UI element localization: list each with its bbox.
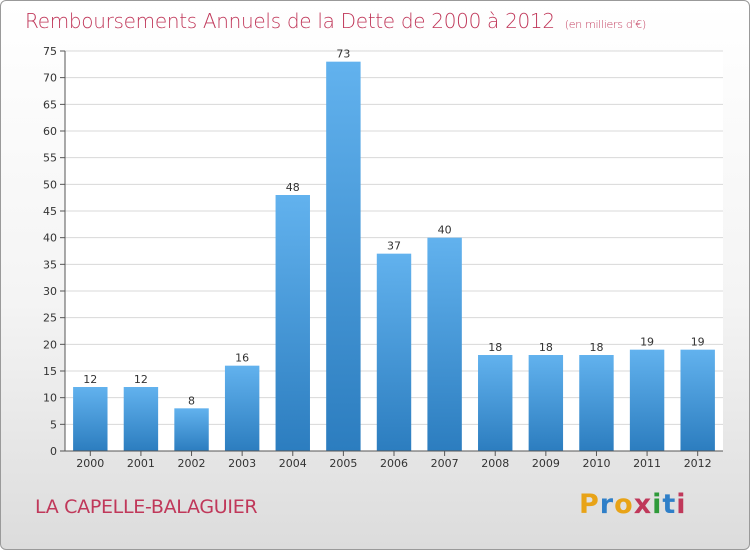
bar xyxy=(629,349,665,451)
logo-letter: i xyxy=(676,489,687,520)
y-tick-label: 40 xyxy=(43,232,57,245)
y-tick-label: 10 xyxy=(43,392,57,405)
x-tick-label: 2007 xyxy=(431,457,459,470)
logo-letter: x xyxy=(633,489,653,520)
y-tick-label: 20 xyxy=(43,338,57,351)
bar xyxy=(478,355,513,451)
bar xyxy=(376,253,412,451)
x-tick-label: 2000 xyxy=(76,457,104,470)
logo-letter: t xyxy=(662,489,677,520)
x-tick-label: 2005 xyxy=(329,457,357,470)
x-tick-label: 2003 xyxy=(228,457,256,470)
bar xyxy=(275,195,310,451)
y-tick-label: 15 xyxy=(43,365,57,378)
data-label: 19 xyxy=(640,336,654,349)
logo-letter: r xyxy=(599,489,615,520)
proxiti-logo: Proxiti xyxy=(579,489,687,520)
bar xyxy=(224,365,260,451)
data-label: 73 xyxy=(336,48,350,61)
data-label: 16 xyxy=(235,352,249,365)
y-tick-label: 70 xyxy=(43,72,57,85)
x-tick-label: 2001 xyxy=(127,457,155,470)
data-label: 12 xyxy=(134,373,148,386)
bar xyxy=(579,355,614,451)
data-label: 37 xyxy=(387,240,401,253)
data-label: 19 xyxy=(691,336,705,349)
x-tick-label: 2004 xyxy=(279,457,307,470)
commune-name: LA CAPELLE-BALAGUIER xyxy=(35,496,258,518)
data-label: 12 xyxy=(83,373,97,386)
y-tick-label: 75 xyxy=(43,45,57,58)
y-tick-label: 35 xyxy=(43,258,57,271)
chart-unit: (en milliers d'€) xyxy=(564,18,646,31)
y-tick-label: 65 xyxy=(43,98,57,111)
bar xyxy=(680,349,715,451)
y-tick-label: 0 xyxy=(50,445,57,458)
chart-title: Remboursements Annuels de la Dette de 20… xyxy=(25,9,646,33)
x-tick-label: 2008 xyxy=(481,457,509,470)
y-tick-label: 5 xyxy=(50,418,57,431)
data-label: 18 xyxy=(539,341,553,354)
bar xyxy=(123,387,159,451)
data-label: 40 xyxy=(438,224,452,237)
y-tick-label: 25 xyxy=(43,312,57,325)
bar xyxy=(427,237,462,451)
y-tick-label: 55 xyxy=(43,152,57,165)
y-tick-label: 45 xyxy=(43,205,57,218)
x-tick-label: 2010 xyxy=(582,457,610,470)
x-tick-label: 2002 xyxy=(178,457,206,470)
bar xyxy=(528,355,564,451)
y-tick-label: 60 xyxy=(43,125,57,138)
bar xyxy=(174,408,209,451)
data-label: 8 xyxy=(188,394,195,407)
y-tick-label: 30 xyxy=(43,285,57,298)
bar xyxy=(73,387,108,451)
bar xyxy=(326,61,361,452)
logo-letter: o xyxy=(614,489,634,520)
x-tick-label: 2011 xyxy=(633,457,661,470)
x-tick-label: 2009 xyxy=(532,457,560,470)
y-tick-label: 50 xyxy=(43,178,57,191)
logo-letter: i xyxy=(652,489,663,520)
logo-letter: P xyxy=(579,489,600,520)
chart-title-text: Remboursements Annuels de la Dette de 20… xyxy=(25,9,555,33)
x-tick-label: 2006 xyxy=(380,457,408,470)
x-tick-label: 2012 xyxy=(684,457,712,470)
data-label: 18 xyxy=(488,341,502,354)
data-label: 18 xyxy=(589,341,603,354)
data-label: 48 xyxy=(286,181,300,194)
